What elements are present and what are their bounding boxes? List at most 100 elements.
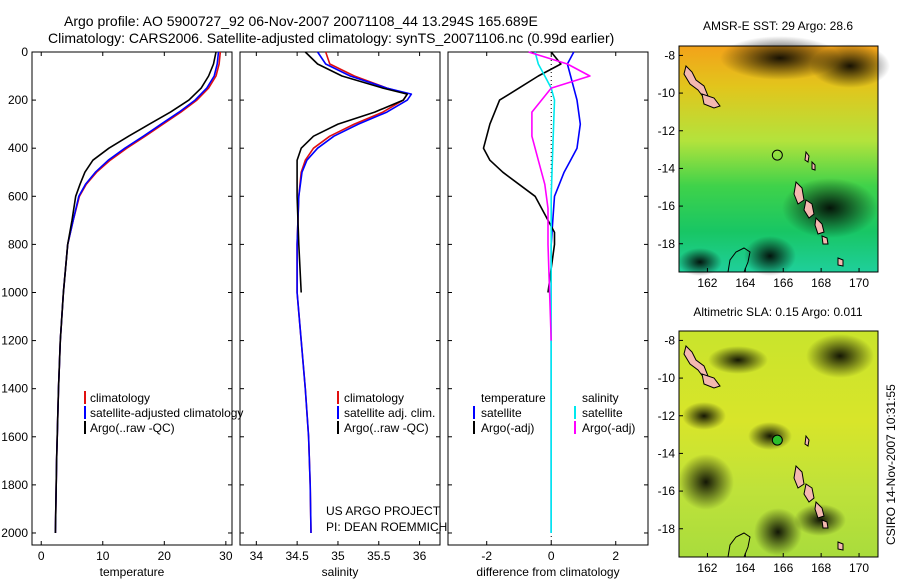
y-tick-label: -10 — [658, 371, 676, 385]
series-line — [528, 51, 591, 341]
timestamp-label: CSIRO 14-Nov-2007 10:31:55 — [884, 384, 898, 545]
y-tick-label: -10 — [658, 86, 676, 100]
island-coastline — [701, 373, 721, 389]
x-tick-label: 162 — [697, 276, 717, 290]
x-tick-label: 10 — [96, 549, 110, 563]
x-tick-label: 0 — [38, 549, 45, 563]
series-line — [534, 51, 556, 533]
y-tick-label: 2000 — [1, 526, 28, 540]
legend-salinity-header: salinity — [582, 391, 619, 405]
salinity-profile-panel: 34 34.5 35 35.5 36 salinity — [239, 51, 441, 579]
legend-climatology: climatology — [90, 391, 150, 405]
sla-map-axes: 162 164 166 168 170 -8 -10 -12 -14 -16 -18 — [658, 333, 870, 575]
x-tick-label: 162 — [697, 561, 717, 575]
plot-area-frame — [447, 51, 649, 546]
x-tick-label: 2 — [612, 549, 619, 563]
x-tick-label: -2 — [481, 549, 492, 563]
legend-satellite-adjusted: satellite-adjusted climatology — [90, 406, 243, 420]
y-tick-label: -8 — [664, 48, 675, 62]
project-label: US ARGO PROJECT — [326, 504, 441, 518]
y-tick-label: -12 — [658, 409, 676, 423]
figure-title-line1: Argo profile: AO 5900727_92 06-Nov-2007 … — [64, 13, 538, 29]
island-coastline — [837, 257, 844, 267]
y-tick-label: 600 — [8, 189, 28, 203]
y-tick-label: 1000 — [1, 285, 28, 299]
y-tick-label: -16 — [658, 199, 676, 213]
argo-position-marker — [771, 149, 783, 161]
legend-argo-raw: Argo(..raw -QC) — [90, 421, 175, 435]
x-axis-label: temperature — [100, 565, 165, 579]
x-tick-label: 164 — [735, 561, 755, 575]
series-line — [296, 51, 413, 534]
figure-title-line2: Climatology: CARS2006. Satellite-adjuste… — [48, 30, 614, 46]
x-tick-label: 30 — [219, 549, 233, 563]
reef-contour — [727, 247, 751, 273]
legend-climatology: climatology — [344, 391, 404, 405]
y-tick-label: 800 — [8, 237, 28, 251]
island-coastline — [701, 93, 721, 109]
island-coastline — [803, 483, 815, 503]
x-tick-label: 35.5 — [367, 549, 391, 563]
x-axis-label: salinity — [322, 565, 359, 579]
island-coastline — [793, 464, 805, 489]
reef-contour — [727, 532, 751, 558]
temperature-profile-panel: 0 10 20 30 temperature 0 200 400 600 800 1000 1200 1… — [1, 45, 233, 579]
island-coastline — [837, 541, 844, 551]
y-tick-label: -16 — [658, 484, 676, 498]
x-tick-label: 168 — [811, 561, 831, 575]
series-line — [296, 51, 409, 293]
legend-sal-argo-adj: Argo(-adj) — [582, 421, 635, 435]
sla-map-title: Altimetric SLA: 0.15 Argo: 0.011 — [693, 305, 863, 319]
temperature-legend: climatology satellite-adjusted climatolo… — [84, 391, 243, 435]
x-tick-label: 170 — [849, 561, 869, 575]
x-axis-label: difference from climatology — [476, 565, 619, 579]
y-tick-label: -18 — [658, 237, 676, 251]
y-tick-label: -8 — [664, 333, 675, 347]
y-tick-label: 400 — [8, 141, 28, 155]
x-tick-label: 34.5 — [285, 549, 309, 563]
y-tick-label: -12 — [658, 124, 676, 138]
y-tick-label: 1600 — [1, 430, 28, 444]
x-tick-label: 20 — [158, 549, 172, 563]
legend-sal-satellite: satellite — [582, 406, 623, 420]
sst-map-frame — [678, 45, 879, 273]
y-tick-label: 1200 — [1, 334, 28, 348]
salinity-legend: climatology satellite adj. clim. Argo(..… — [337, 391, 435, 435]
island-coastline — [804, 150, 810, 163]
sla-map-frame — [678, 330, 879, 558]
y-tick-label: -14 — [658, 446, 676, 460]
x-tick-label: 170 — [849, 276, 869, 290]
y-tick-label: 0 — [21, 45, 28, 59]
island-coastline — [811, 160, 816, 171]
legend-satellite-adj-clim: satellite adj. clim. — [344, 406, 435, 420]
island-coastline — [803, 199, 815, 219]
y-tick-label: 1800 — [1, 478, 28, 492]
x-tick-label: 164 — [735, 276, 755, 290]
x-tick-label: 0 — [548, 549, 555, 563]
series-line — [54, 51, 217, 534]
difference-legend: temperature satellite Argo(-adj) salinit… — [473, 391, 635, 435]
argo-position-marker — [771, 434, 783, 446]
difference-profile-panel: -2 0 2 difference from climatology — [447, 51, 649, 579]
island-coastline — [821, 519, 829, 529]
x-tick-label: 36 — [413, 549, 427, 563]
island-coastline — [814, 500, 825, 519]
island-coastline — [814, 216, 825, 235]
sst-map-title: AMSR-E SST: 29 Argo: 28.6 — [703, 19, 853, 33]
x-tick-label: 168 — [811, 276, 831, 290]
legend-temp-argo-adj: Argo(-adj) — [481, 421, 534, 435]
y-tick-label: 200 — [8, 93, 28, 107]
island-coastline — [804, 434, 810, 447]
series-line — [482, 51, 562, 293]
legend-argo-raw: Argo(..raw -QC) — [344, 421, 429, 435]
x-tick-label: 35 — [331, 549, 345, 563]
plot-area-frame — [31, 51, 233, 546]
sst-map — [678, 36, 890, 276]
y-tick-label: 1400 — [1, 382, 28, 396]
pi-label: PI: DEAN ROEMMICH — [326, 520, 447, 534]
legend-temperature-header: temperature — [481, 391, 546, 405]
y-tick-label: -14 — [658, 161, 676, 175]
plot-area-frame — [239, 51, 441, 546]
x-tick-label: 166 — [773, 561, 793, 575]
